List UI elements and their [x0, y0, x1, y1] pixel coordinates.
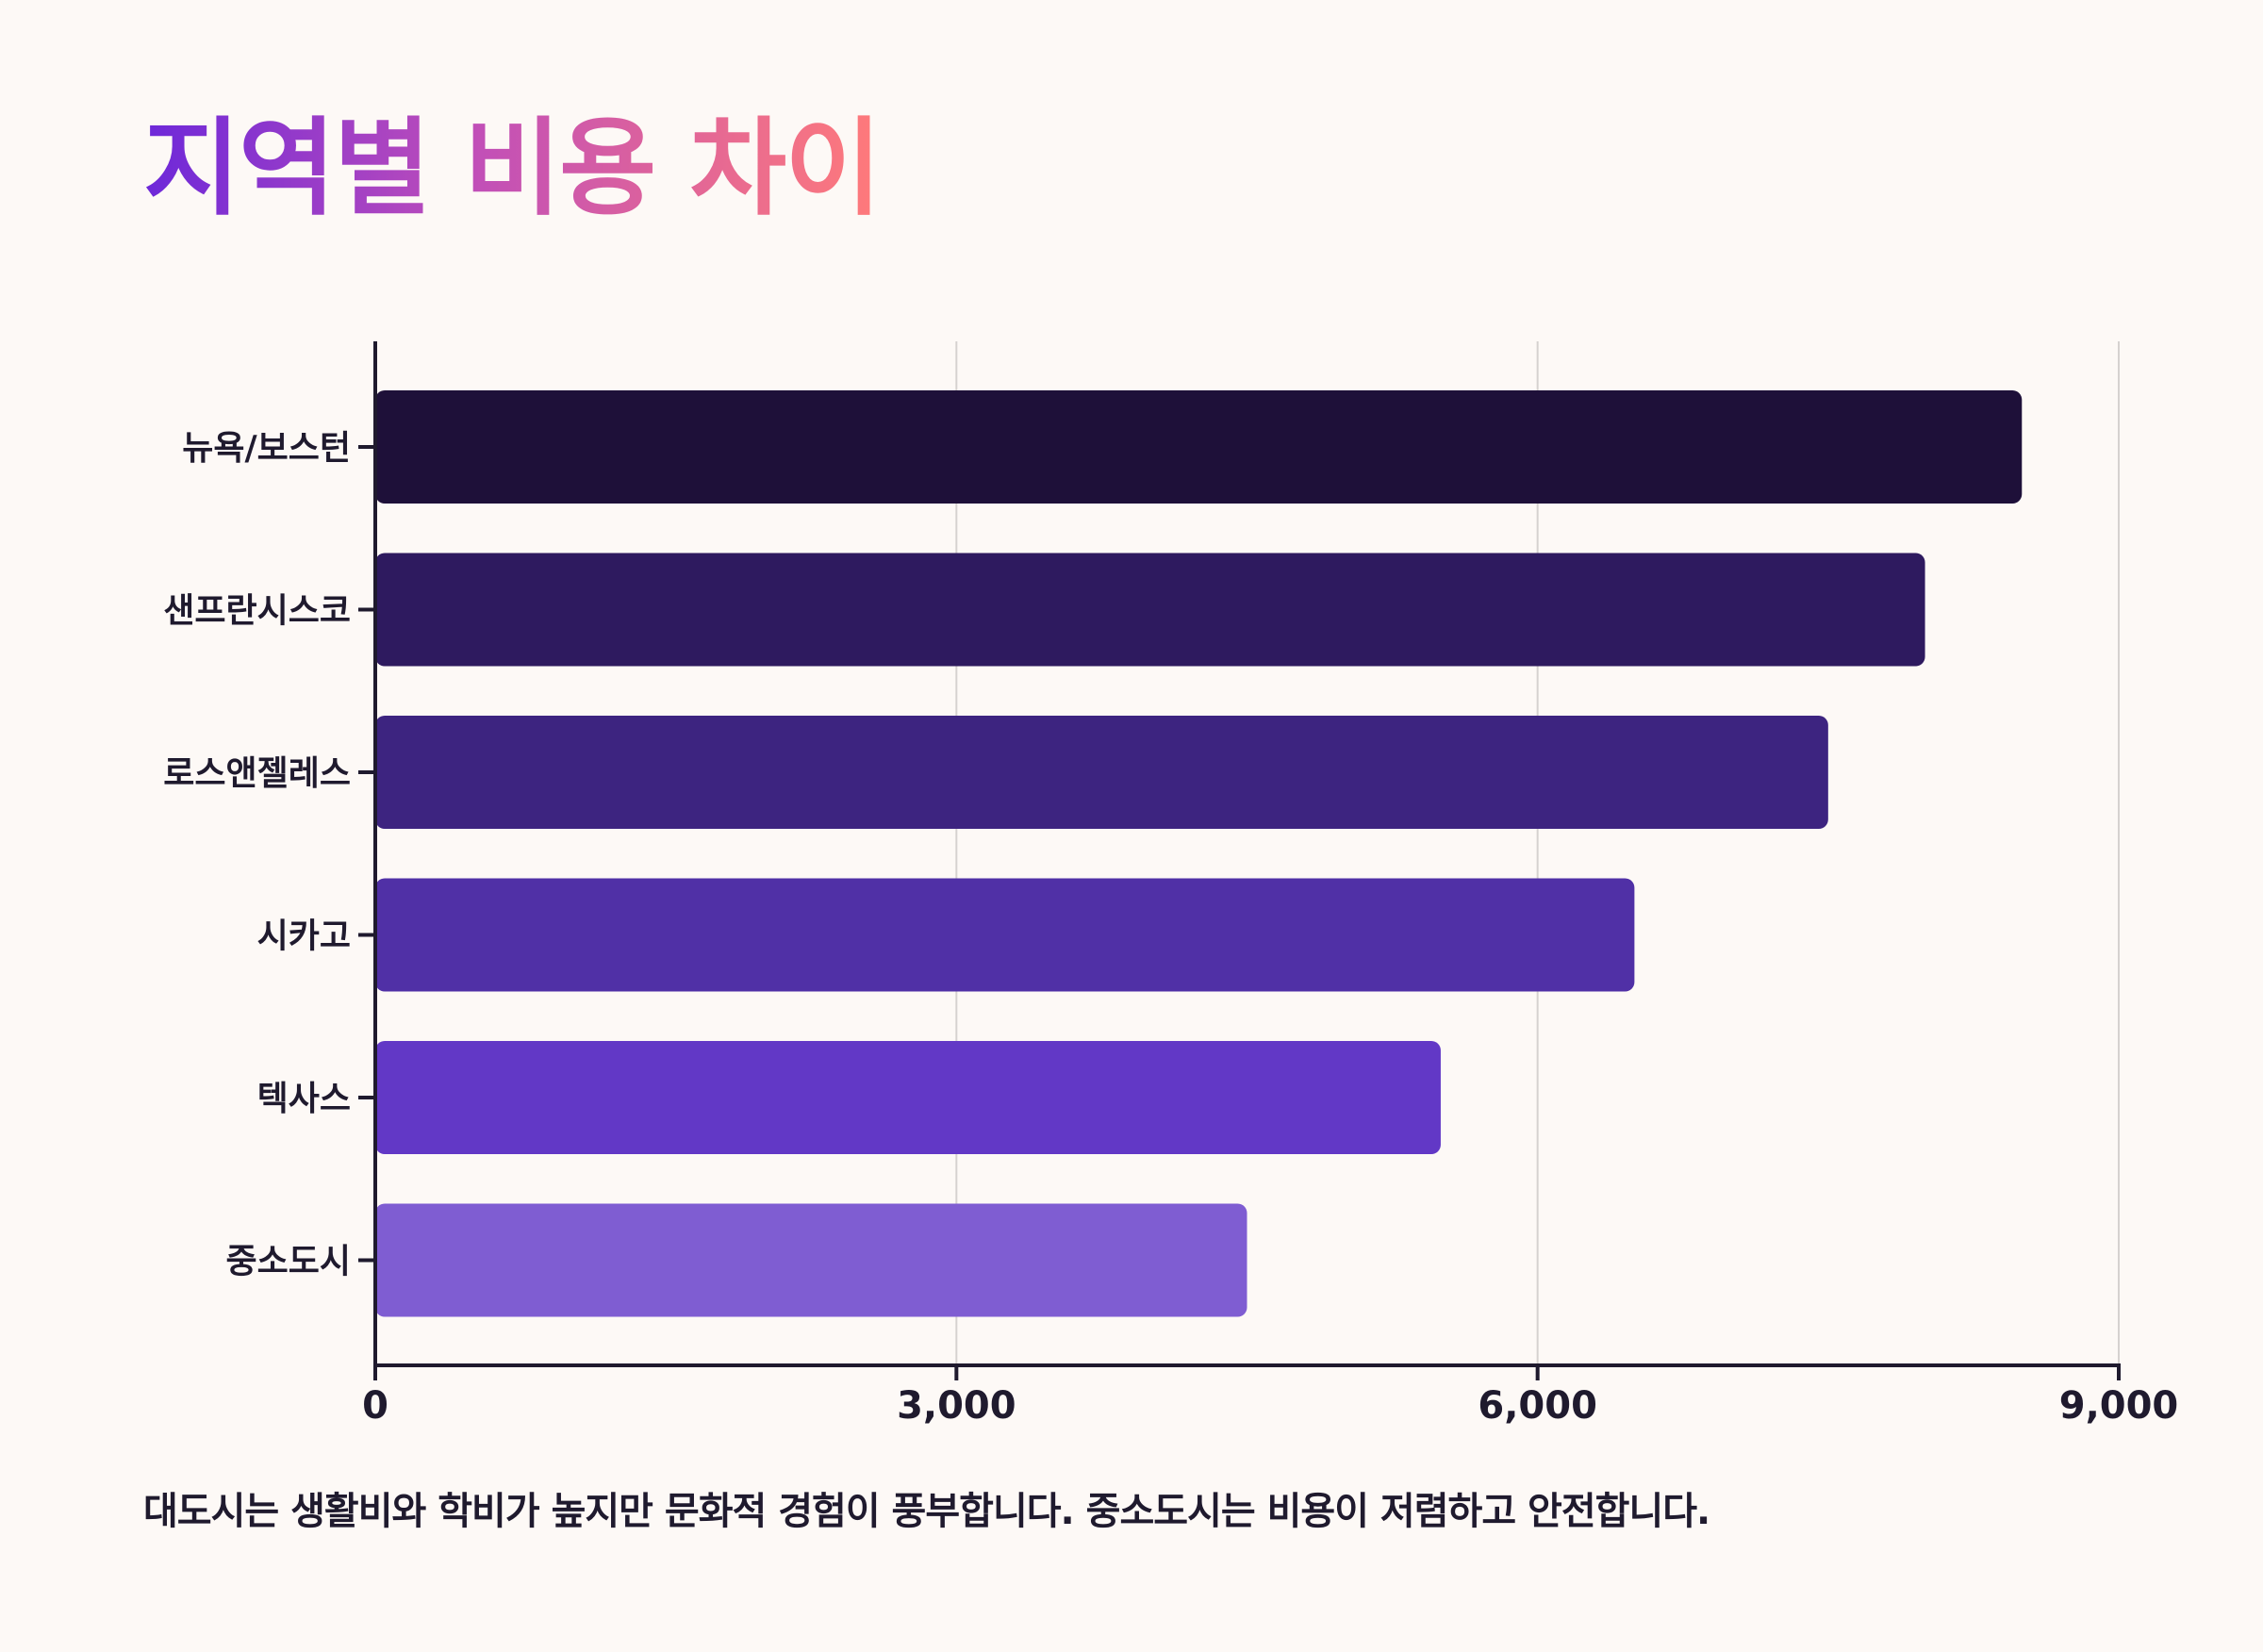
- bar-5: [375, 1041, 1441, 1154]
- y-tick-label-4: 시카고: [257, 917, 351, 956]
- bar-2: [375, 553, 1925, 667]
- bar-1: [375, 390, 2023, 504]
- chart-title: 지역별 비용 차이: [143, 106, 882, 232]
- chart-caption: 대도시는 생활비와 학비가 높지만 문화적 경험이 풍부합니다. 중소도시는 비…: [143, 1490, 1710, 1533]
- y-tick-label-2: 샌프란시스코: [163, 592, 351, 631]
- y-tick-label-5: 텍사스: [257, 1080, 351, 1118]
- x-tick-label-1: 3,000: [897, 1384, 1016, 1428]
- bar-6: [375, 1203, 1247, 1317]
- y-tick-label-1: 뉴욕/보스턴: [182, 429, 351, 468]
- x-tick-label-3: 9,000: [2059, 1384, 2179, 1428]
- x-tick-label-2: 6,000: [1478, 1384, 1597, 1428]
- y-tick-label-3: 로스앤젤레스: [163, 754, 351, 793]
- bar-3: [375, 716, 1828, 829]
- y-tick-label-6: 중소도시: [226, 1243, 351, 1281]
- bar-4: [375, 878, 1635, 992]
- x-tick-label-0: 0: [362, 1384, 388, 1428]
